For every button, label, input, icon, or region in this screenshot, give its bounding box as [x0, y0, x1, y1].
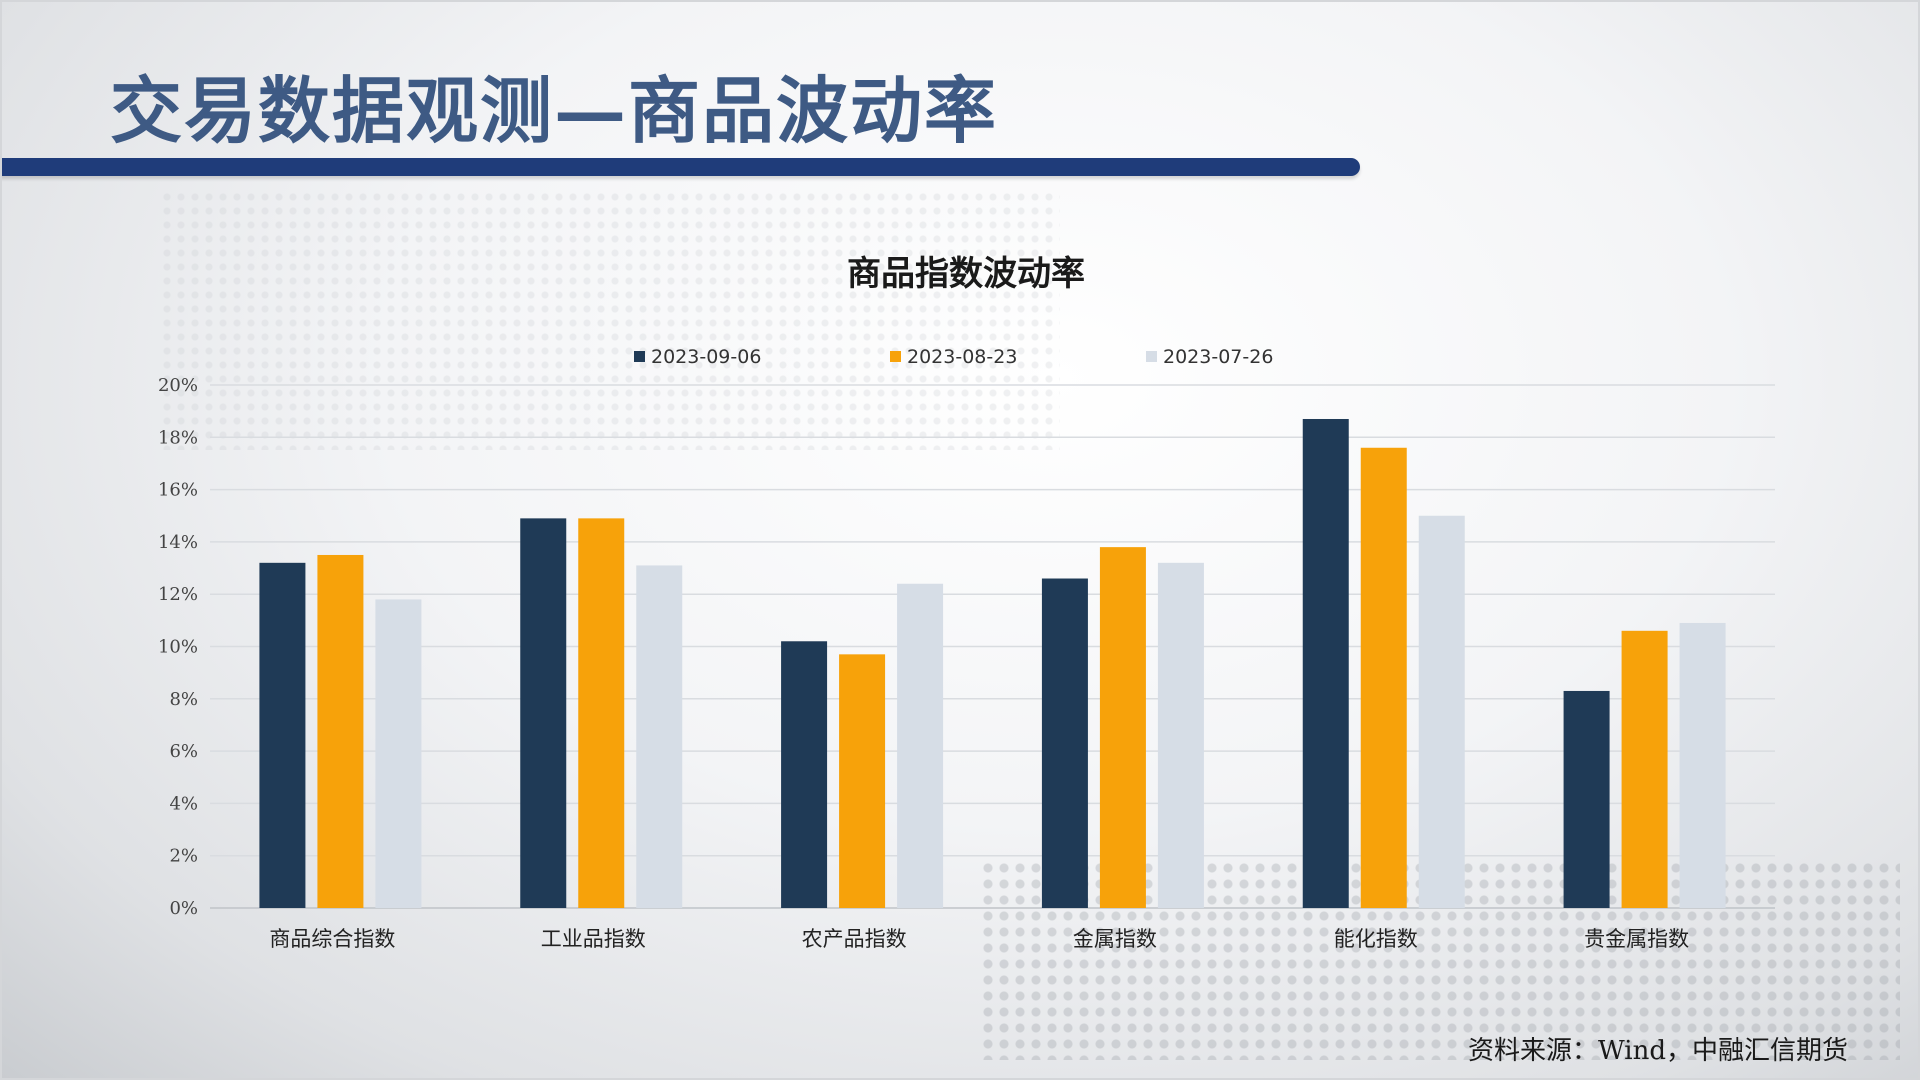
slide-title: 交易数据观测—商品波动率 [110, 68, 999, 153]
bar [1041, 578, 1088, 908]
bar [520, 518, 567, 908]
x-tick-label: 能化指数 [1334, 927, 1418, 951]
x-tick-label: 贵金属指数 [1584, 927, 1689, 951]
source-note: 资料来源：Wind，中融汇信期货 [1468, 1036, 1848, 1066]
y-tick-label: 10% [158, 637, 198, 658]
bar [636, 565, 683, 908]
y-tick-label: 16% [158, 480, 198, 501]
bar [578, 518, 625, 908]
y-tick-label: 12% [158, 584, 198, 605]
x-tick-label: 工业品指数 [541, 927, 646, 951]
x-tick-label: 商品综合指数 [269, 927, 395, 951]
bar [1679, 622, 1726, 908]
bar [1360, 447, 1407, 908]
bar [1157, 562, 1204, 908]
legend-swatch [890, 351, 901, 362]
bar [259, 562, 306, 908]
bar [375, 599, 422, 908]
y-tick-label: 6% [169, 741, 198, 762]
legend-swatch [1146, 351, 1157, 362]
world-map-dots-decoration [160, 190, 1060, 450]
bar [1418, 515, 1465, 908]
bar [839, 654, 886, 908]
y-tick-label: 4% [169, 793, 198, 814]
legend-swatch [634, 351, 645, 362]
y-tick-label: 8% [169, 689, 198, 710]
bar [1302, 418, 1349, 908]
y-tick-label: 14% [158, 532, 198, 553]
bar [1621, 630, 1668, 908]
legend-label: 2023-08-23 [907, 346, 1017, 368]
title-underline-band [0, 158, 1360, 176]
bar [897, 583, 944, 908]
x-tick-label: 金属指数 [1073, 927, 1157, 951]
x-tick-label: 农产品指数 [802, 927, 907, 951]
y-tick-label: 18% [158, 427, 198, 448]
legend-label: 2023-09-06 [651, 346, 761, 368]
bar [317, 554, 364, 908]
bar [1563, 690, 1610, 908]
y-tick-label: 0% [169, 898, 198, 919]
chart-title: 商品指数波动率 [847, 254, 1085, 294]
bar [1099, 547, 1146, 908]
legend-label: 2023-07-26 [1163, 346, 1273, 368]
y-tick-label: 20% [158, 375, 198, 396]
bar [781, 641, 828, 908]
y-tick-label: 2% [169, 846, 198, 867]
